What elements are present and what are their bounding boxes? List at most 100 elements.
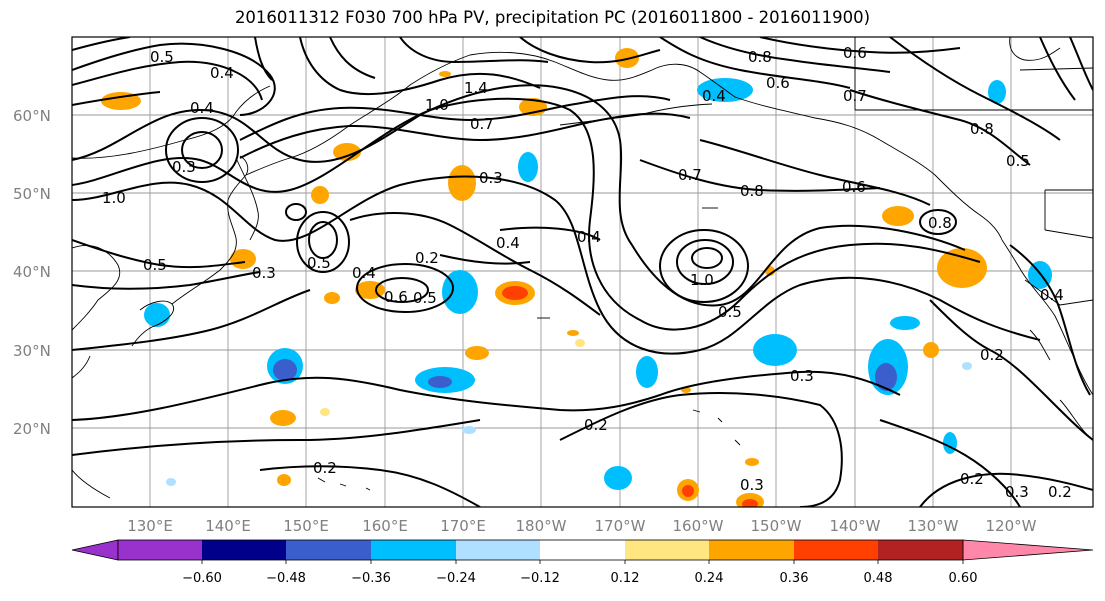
contour-label: 0.4	[352, 264, 376, 282]
contour-line	[72, 239, 246, 269]
colorbar-tick-label: 0.60	[949, 571, 978, 586]
lon-label: 170°E	[440, 517, 486, 535]
colorbar-extend-left	[71, 539, 119, 561]
contour-line	[929, 299, 1093, 441]
contour-line	[399, 37, 549, 64]
colorbar-segment	[540, 540, 625, 560]
contour-line	[329, 37, 376, 79]
contour-line	[889, 37, 1061, 141]
lon-label: 130°W	[908, 517, 959, 535]
colorbar-segment	[625, 540, 709, 560]
precip-blob	[462, 426, 476, 434]
contour-label: 0.2	[313, 459, 337, 477]
contour-label: 0.3	[1005, 483, 1029, 501]
colorbar-tick-label: −0.48	[266, 571, 306, 586]
contour-label: 0.3	[479, 169, 503, 187]
contour-label: 0.5	[413, 289, 437, 307]
precip-blob	[273, 359, 297, 381]
colorbar-tick-label: −0.36	[351, 571, 391, 586]
lon-label: 140°E	[205, 517, 251, 535]
colorbar-tick-label: 0.12	[611, 571, 640, 586]
contour-line	[919, 209, 957, 235]
contour-label: 0.7	[843, 87, 867, 105]
lon-label: 120°W	[986, 517, 1037, 535]
lat-label-60n: 60°N	[13, 107, 51, 125]
contour-line	[1069, 37, 1093, 91]
contour-line	[349, 212, 601, 316]
contour-line	[254, 37, 273, 81]
contour-line	[879, 419, 1021, 507]
map-frame	[71, 36, 1094, 508]
colorbar-tick-label: −0.60	[182, 571, 222, 586]
colorbar-segment	[456, 540, 540, 560]
contour-line	[72, 175, 1041, 355]
contour-line	[239, 112, 691, 159]
contour-line	[849, 89, 1031, 166]
contour-label: 0.2	[1048, 483, 1072, 501]
precip-blob	[333, 143, 361, 161]
contour-label: 0.8	[748, 48, 772, 66]
precip-blob	[166, 478, 176, 486]
lon-label: 150°E	[283, 517, 329, 535]
contour-line	[72, 60, 263, 101]
contour-line	[72, 370, 901, 421]
precip-blob	[604, 466, 632, 490]
precip-blob	[428, 376, 452, 388]
lon-label: 150°W	[751, 517, 802, 535]
contour-label: 0.7	[678, 166, 702, 184]
contour-line	[1009, 244, 1091, 396]
contour-line	[639, 159, 881, 192]
contour-label: 0.3	[790, 367, 814, 385]
contour-line	[919, 472, 1093, 507]
latitude-labels: 60°N 50°N 40°N 30°N 20°N	[13, 107, 51, 438]
contour-line	[356, 263, 454, 313]
contour-line	[72, 271, 261, 290]
contour-label: 0.4	[210, 64, 234, 82]
precip-blob	[937, 248, 987, 288]
precip-blob	[465, 346, 489, 360]
contour-line	[308, 221, 338, 259]
colorbar-tick-label: 0.24	[695, 571, 724, 586]
contour-line	[659, 229, 749, 303]
contour-label: 0.4	[702, 87, 726, 105]
contour-line	[699, 139, 931, 206]
contour-label: 0.6	[384, 288, 408, 306]
precip-blob	[890, 316, 920, 330]
contour-line	[72, 419, 481, 456]
contour-line	[691, 247, 723, 269]
contour-line	[72, 91, 161, 106]
lon-label: 130°E	[127, 517, 173, 535]
contour-label: 0.6	[842, 178, 866, 196]
contour-label: 0.2	[415, 249, 439, 267]
colorbar-segment	[794, 540, 878, 560]
contour-line	[676, 239, 734, 285]
contour-line	[259, 465, 481, 507]
contour-line	[1039, 37, 1076, 101]
contour-label: 0.5	[1006, 152, 1030, 170]
contour-line	[165, 117, 239, 183]
precip-blob	[270, 410, 296, 426]
colorbar-segment	[709, 540, 794, 560]
contour-label: 0.3	[252, 264, 276, 282]
contour-line	[296, 211, 350, 273]
colorbar-tick-label: −0.24	[436, 571, 476, 586]
contour-label: 0.2	[960, 470, 984, 488]
contour-label: 0.7	[470, 115, 494, 133]
contour-label: 1.0	[690, 271, 714, 289]
lat-label-30n: 30°N	[13, 342, 51, 360]
precip-blob	[988, 80, 1006, 104]
colorbar-tick-label: 0.48	[864, 571, 893, 586]
precip-blob	[277, 474, 291, 486]
map-title: 2016011312 F030 700 hPa PV, precipitatio…	[234, 8, 871, 27]
contour-line	[559, 392, 843, 507]
lat-label-20n: 20°N	[13, 420, 51, 438]
contour-label: 0.3	[740, 476, 764, 494]
precip-blob	[448, 165, 476, 201]
contour-line	[72, 97, 981, 331]
precip-blob	[742, 499, 758, 507]
contour-label: 0.5	[143, 256, 167, 274]
contour-label: 0.4	[577, 228, 601, 246]
contour-label: 0.5	[307, 254, 331, 272]
contour-line	[239, 95, 671, 141]
